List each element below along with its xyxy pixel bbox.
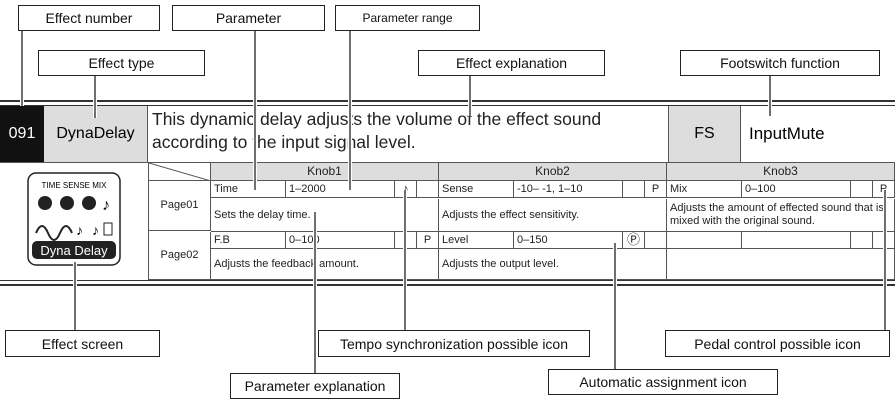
- knob-header: Knob2: [439, 163, 667, 181]
- effect-number: 091: [0, 106, 44, 162]
- param-range: 1–2000: [286, 181, 395, 198]
- param-name: Sense: [439, 181, 514, 198]
- svg-text:♪: ♪: [92, 222, 99, 238]
- param-explanation: Adjusts the output level.: [439, 249, 667, 280]
- param-icon: Ⓟ: [623, 232, 645, 249]
- callout: Effect explanation: [418, 50, 605, 76]
- param-name: F.B: [211, 232, 286, 249]
- page-name: Page02: [149, 232, 211, 280]
- pedal-icon: P: [645, 181, 667, 198]
- callout: Tempo synchronization possible icon: [318, 330, 590, 357]
- callout: Effect type: [38, 50, 205, 76]
- param-range: 0–100: [742, 181, 851, 198]
- param-explanation: Sets the delay time.: [211, 199, 439, 232]
- param-range: 0–100: [286, 232, 395, 249]
- param-name: Level: [439, 232, 514, 249]
- callout: Parameter explanation: [230, 373, 400, 399]
- param-name: Mix: [667, 181, 742, 198]
- callout: Parameter range: [335, 5, 480, 31]
- table-top-rule: [0, 100, 895, 106]
- param-name: [667, 232, 742, 249]
- pedal-icon: [645, 232, 667, 249]
- fs-function: InputMute: [740, 106, 895, 162]
- table-bottom-rule: [0, 280, 895, 286]
- row-rule: [0, 162, 895, 163]
- svg-text:♪: ♪: [76, 222, 83, 238]
- callout: Effect screen: [5, 330, 160, 357]
- param-explanation: Adjusts the amount of effected sound tha…: [667, 199, 895, 232]
- callout: Pedal control possible icon: [665, 330, 890, 357]
- knob-header: Knob1: [211, 163, 439, 181]
- page-name: Page01: [149, 181, 211, 231]
- callout: Automatic assignment icon: [548, 369, 778, 395]
- screen-name: Dyna Delay: [40, 243, 108, 258]
- param-icon: [851, 181, 873, 198]
- diagonal: [149, 163, 211, 181]
- param-range: [742, 232, 851, 249]
- fs-label: FS: [668, 106, 740, 162]
- param-range: -10– -1, 1–10: [514, 181, 623, 198]
- callout: Footswitch function: [680, 50, 880, 76]
- svg-text:♪: ♪: [102, 197, 110, 214]
- param-name: Time: [211, 181, 286, 198]
- param-range: 0–150: [514, 232, 623, 249]
- pedal-icon: P: [417, 232, 439, 249]
- effect-type: DynaDelay: [44, 106, 148, 162]
- knob-header: Knob3: [667, 163, 895, 181]
- pedal-icon: [417, 181, 439, 198]
- callout: Effect number: [18, 5, 160, 31]
- corner-cell: [149, 163, 211, 181]
- callout: Parameter: [172, 5, 325, 31]
- screen-knob-labels: TIME SENSE MIX: [42, 181, 108, 190]
- param-icon: [623, 181, 645, 198]
- param-explanation: Adjusts the effect sensitivity.: [439, 199, 667, 232]
- param-icon: [851, 232, 873, 249]
- param-explanation: Adjusts the feedback amount.: [211, 249, 439, 280]
